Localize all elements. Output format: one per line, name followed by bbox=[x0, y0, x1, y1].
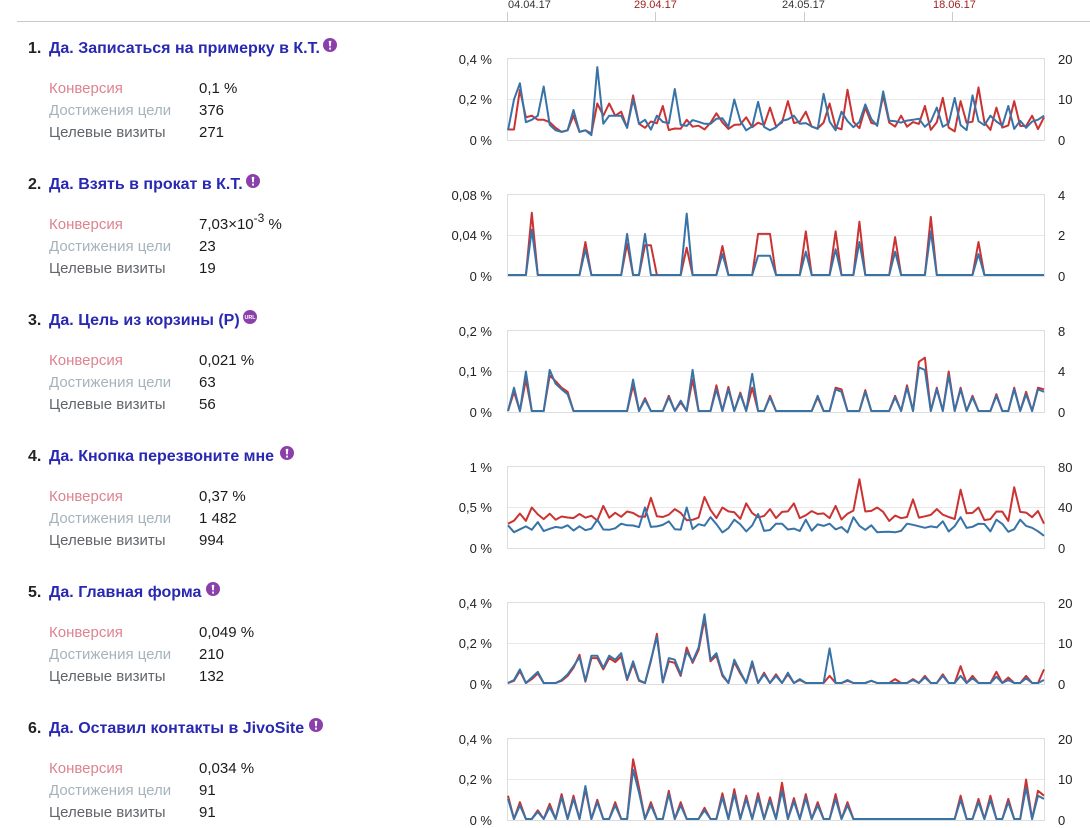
svg-text:URL: URL bbox=[244, 315, 256, 321]
